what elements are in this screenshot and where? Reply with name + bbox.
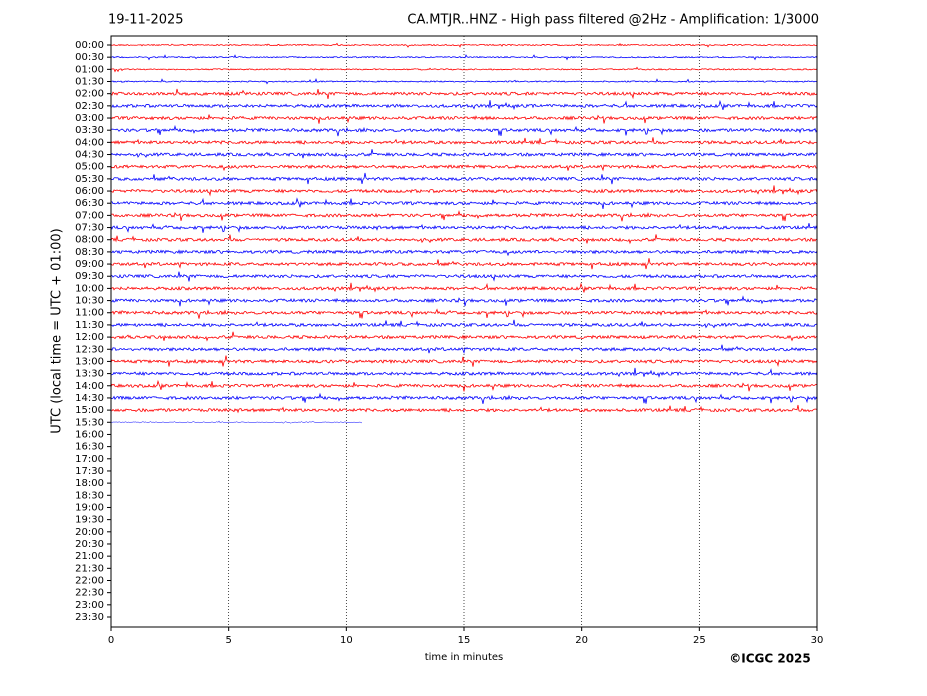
trace bbox=[110, 137, 818, 146]
y-tick-label: 21:30 bbox=[75, 563, 104, 574]
trace bbox=[110, 249, 818, 257]
trace bbox=[110, 88, 818, 100]
y-tick-label: 12:30 bbox=[75, 344, 104, 355]
y-tick-label: 06:00 bbox=[75, 186, 104, 197]
x-tick-label: 15 bbox=[458, 635, 471, 646]
y-axis-label: UTC (local time = UTC + 01:00) bbox=[50, 228, 65, 433]
y-tick-label: 14:00 bbox=[75, 381, 104, 392]
trace bbox=[110, 197, 818, 209]
trace bbox=[110, 42, 818, 48]
x-tick-label: 30 bbox=[811, 635, 824, 646]
y-tick-label: 15:00 bbox=[75, 405, 104, 416]
y-tick-label: 08:30 bbox=[75, 247, 104, 258]
y-tick-label: 01:00 bbox=[75, 64, 104, 75]
y-tick-label: 07:00 bbox=[75, 210, 104, 221]
x-tick-label: 10 bbox=[340, 635, 353, 646]
trace bbox=[110, 54, 818, 61]
y-tick-label: 02:00 bbox=[75, 89, 104, 100]
trace bbox=[110, 367, 818, 378]
x-tick-label: 20 bbox=[575, 635, 588, 646]
y-tick-label: 09:00 bbox=[75, 259, 104, 270]
y-tick-label: 01:30 bbox=[75, 77, 104, 88]
y-tick-label: 03:00 bbox=[75, 113, 104, 124]
trace bbox=[110, 210, 818, 222]
trace bbox=[110, 282, 818, 293]
y-tick-label: 10:00 bbox=[75, 283, 104, 294]
x-tick-label: 5 bbox=[225, 635, 231, 646]
y-tick-label: 20:30 bbox=[75, 539, 104, 550]
trace bbox=[110, 234, 818, 245]
y-tick-label: 12:00 bbox=[75, 332, 104, 343]
trace bbox=[110, 295, 818, 307]
y-tick-label: 16:00 bbox=[75, 429, 104, 440]
y-tick-label: 15:30 bbox=[75, 417, 104, 428]
y-tick-label: 22:00 bbox=[75, 575, 104, 586]
y-tick-label: 23:00 bbox=[75, 600, 104, 611]
trace bbox=[110, 66, 818, 73]
trace bbox=[110, 344, 818, 354]
y-tick-label: 05:00 bbox=[75, 162, 104, 173]
x-tick-label: 0 bbox=[108, 635, 114, 646]
y-tick-label: 10:30 bbox=[75, 296, 104, 307]
y-tick-label: 04:30 bbox=[75, 150, 104, 161]
y-tick-label: 19:00 bbox=[75, 502, 104, 513]
trace bbox=[110, 114, 818, 124]
y-tick-label: 13:30 bbox=[75, 369, 104, 380]
trace bbox=[110, 258, 818, 270]
trace bbox=[110, 185, 818, 197]
trace bbox=[110, 172, 818, 185]
y-tick-label: 22:30 bbox=[75, 588, 104, 599]
y-tick-label: 06:30 bbox=[75, 198, 104, 209]
trace bbox=[110, 99, 818, 111]
y-tick-label: 18:00 bbox=[75, 478, 104, 489]
y-tick-label: 11:00 bbox=[75, 308, 104, 319]
trace bbox=[110, 420, 363, 424]
trace bbox=[110, 78, 818, 85]
y-tick-label: 03:30 bbox=[75, 125, 104, 136]
y-tick-label: 11:30 bbox=[75, 320, 104, 331]
y-tick-label: 13:00 bbox=[75, 356, 104, 367]
y-tick-label: 21:00 bbox=[75, 551, 104, 562]
y-tick-label: 02:30 bbox=[75, 101, 104, 112]
y-tick-label: 20:00 bbox=[75, 527, 104, 538]
trace bbox=[110, 355, 818, 367]
copyright: ©ICGC 2025 bbox=[729, 652, 811, 666]
trace bbox=[110, 271, 818, 282]
y-tick-label: 00:00 bbox=[75, 40, 104, 51]
date: 19-11-2025 bbox=[108, 13, 184, 28]
x-axis-label: time in minutes bbox=[425, 652, 504, 663]
y-tick-label: 19:30 bbox=[75, 515, 104, 526]
trace bbox=[110, 404, 818, 414]
y-tick-label: 08:00 bbox=[75, 235, 104, 246]
trace bbox=[110, 124, 818, 137]
trace bbox=[110, 308, 818, 319]
y-tick-label: 14:30 bbox=[75, 393, 104, 404]
y-tick-label: 05:30 bbox=[75, 174, 104, 185]
y-tick-label: 16:30 bbox=[75, 442, 104, 453]
trace bbox=[110, 223, 818, 233]
y-tick-label: 00:30 bbox=[75, 52, 104, 63]
trace bbox=[110, 392, 818, 404]
y-tick-label: 09:30 bbox=[75, 271, 104, 282]
plot-frame bbox=[110, 35, 818, 628]
trace bbox=[110, 164, 818, 172]
trace bbox=[110, 379, 818, 392]
chart-title: CA.MTJR..HNZ - High pass filtered @2Hz -… bbox=[407, 13, 819, 28]
x-tick-label: 25 bbox=[693, 635, 706, 646]
y-tick-label: 04:00 bbox=[75, 137, 104, 148]
y-tick-label: 18:30 bbox=[75, 490, 104, 501]
y-tick-label: 07:30 bbox=[75, 223, 104, 234]
y-tick-label: 17:30 bbox=[75, 466, 104, 477]
trace bbox=[110, 319, 818, 329]
y-tick-label: 17:00 bbox=[75, 454, 104, 465]
y-tick-label: 23:30 bbox=[75, 612, 104, 623]
trace bbox=[110, 149, 818, 160]
trace bbox=[110, 331, 818, 342]
